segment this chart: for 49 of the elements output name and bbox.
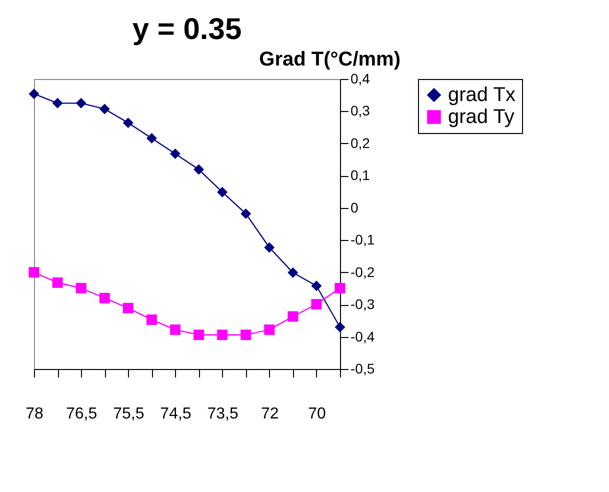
point: [334, 322, 346, 332]
y-axis-title: Grad T(°C/mm): [259, 48, 400, 70]
y-tick-label: 0: [350, 199, 358, 216]
point: [170, 324, 180, 335]
x-tick-label: 73,5: [207, 406, 238, 422]
point: [170, 148, 180, 159]
legend-label: grad Ty: [448, 106, 514, 128]
y-tick-label: -0,5: [350, 360, 375, 376]
point: [217, 330, 228, 340]
y-tick-label: -0,2: [350, 264, 375, 280]
x-tick-label: 74,5: [160, 406, 192, 422]
point: [99, 104, 110, 114]
point: [240, 330, 252, 340]
legend-label: grad Tx: [448, 84, 516, 106]
point: [76, 282, 86, 294]
point: [122, 302, 134, 314]
point: [264, 324, 275, 335]
y-tick-label: -0,4: [350, 328, 375, 344]
point: [52, 277, 63, 288]
point: [264, 242, 275, 253]
y-tick-label: 0,4: [350, 70, 370, 86]
x-tick-label: 72: [260, 406, 279, 422]
x-tick-label: 75,5: [113, 406, 144, 422]
y-tick-label: 0,1: [350, 167, 370, 184]
point: [311, 280, 322, 292]
point: [76, 98, 86, 108]
y-tick-label: 0,2: [350, 134, 370, 151]
point: [194, 330, 204, 340]
point: [217, 186, 228, 198]
x-tick-label: 78: [26, 406, 44, 422]
point: [334, 282, 346, 294]
point: [288, 311, 298, 322]
point: [194, 164, 204, 175]
y-tick-label: -0,1: [350, 232, 375, 248]
point: [122, 118, 134, 128]
y-tick-label: -0,3: [350, 296, 375, 312]
point: [311, 298, 322, 310]
point: [146, 133, 157, 144]
x-tick-label: 70: [308, 406, 326, 422]
point: [28, 88, 40, 100]
y-tick-label: 0,3: [350, 102, 370, 119]
point: [288, 267, 298, 278]
point: [146, 314, 157, 325]
x-tick-label: 76,5: [66, 406, 98, 422]
point: [28, 267, 40, 278]
point: [99, 292, 110, 304]
chart-title: y = 0.35: [132, 13, 242, 46]
point: [240, 208, 252, 219]
point: [52, 98, 63, 108]
